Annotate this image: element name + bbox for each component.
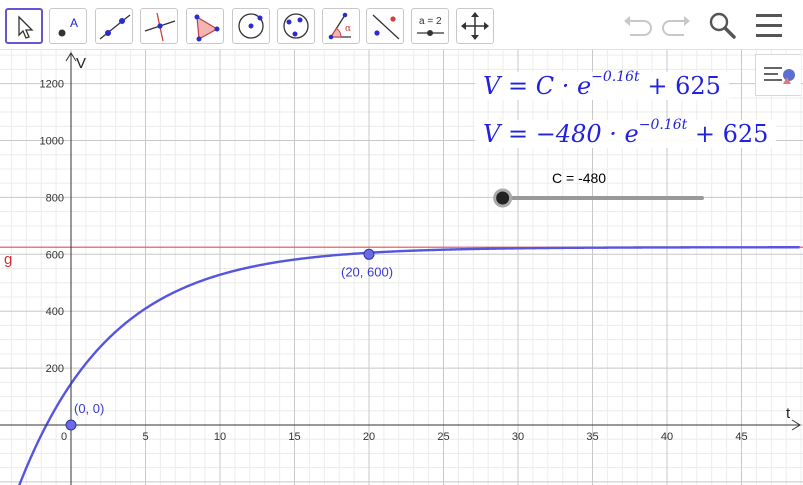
toolbar: A α a = 2 bbox=[0, 0, 803, 50]
conic-icon bbox=[283, 13, 309, 39]
slider-knob[interactable] bbox=[493, 188, 513, 208]
line-icon bbox=[99, 14, 131, 40]
equation-2[interactable]: V = −480 · e−0.16t + 625 bbox=[475, 117, 777, 148]
y-tick-label: 200 bbox=[46, 363, 64, 375]
x-tick-label: 25 bbox=[437, 431, 449, 443]
circle-icon bbox=[238, 13, 264, 39]
x-tick-label: 0 bbox=[61, 431, 67, 443]
move-graphics-tool[interactable] bbox=[456, 8, 494, 44]
undo-button[interactable] bbox=[618, 8, 658, 44]
y-axis-label: V bbox=[76, 55, 86, 72]
points: (0, 0) (20, 600) bbox=[65, 248, 393, 431]
point-1[interactable] bbox=[363, 248, 375, 260]
x-tick-label: 45 bbox=[735, 431, 747, 443]
equation-2-lhs: V = −480 · e bbox=[483, 120, 639, 148]
equation-2-exponent: −0.16t bbox=[638, 117, 688, 133]
x-tick-label: 5 bbox=[142, 431, 148, 443]
menu-button[interactable] bbox=[751, 8, 791, 44]
x-axis-label: t bbox=[786, 405, 791, 422]
perpendicular-icon bbox=[144, 12, 176, 42]
x-tick-label: 40 bbox=[661, 431, 673, 443]
search-button[interactable] bbox=[703, 8, 743, 44]
slider-tool[interactable]: a = 2 bbox=[411, 8, 449, 44]
point-label-1: (20, 600) bbox=[341, 264, 393, 279]
equation-1[interactable]: V = C · e−0.16t + 625 bbox=[475, 69, 729, 100]
x-tick-label: 20 bbox=[363, 431, 375, 443]
x-axis-arrow-icon bbox=[791, 419, 801, 431]
y-tick-label: 400 bbox=[46, 306, 64, 318]
move-arrows-icon bbox=[461, 12, 489, 40]
point-icon: A bbox=[58, 16, 78, 37]
function-curve[interactable] bbox=[11, 246, 800, 485]
graphics-view[interactable]: g t V 0 5 10 15 20 25 30 35 40 45 200 400 600 800 100… bbox=[0, 50, 803, 485]
undo-icon bbox=[624, 16, 652, 36]
angle-tool[interactable]: α bbox=[322, 8, 360, 44]
angle-icon: α bbox=[328, 12, 351, 40]
reflect-tool[interactable] bbox=[366, 8, 404, 44]
search-icon bbox=[709, 12, 736, 39]
move-tool[interactable] bbox=[5, 8, 43, 44]
slider-icon: a = 2 bbox=[417, 16, 444, 36]
reflect-icon bbox=[372, 14, 400, 40]
equation-2-rhs: + 625 bbox=[694, 120, 769, 148]
slider-tool-label: a = 2 bbox=[419, 16, 442, 27]
slider-label: C = -480 bbox=[552, 170, 607, 186]
point-tool-label: A bbox=[70, 16, 78, 30]
style-bar-toggle[interactable] bbox=[755, 54, 801, 96]
equation-1-rhs: + 625 bbox=[647, 72, 721, 100]
conic-tool[interactable] bbox=[277, 8, 315, 44]
angle-tool-label: α bbox=[345, 24, 351, 34]
redo-icon bbox=[662, 16, 690, 36]
x-tick-labels: 0 5 10 15 20 25 30 35 40 45 bbox=[61, 431, 748, 443]
x-tick-label: 30 bbox=[512, 431, 524, 443]
style-bar-icon bbox=[764, 67, 795, 84]
point-label-0: (0, 0) bbox=[74, 401, 104, 416]
x-tick-label: 10 bbox=[214, 431, 226, 443]
line-tool[interactable] bbox=[95, 8, 133, 44]
y-tick-label: 1200 bbox=[40, 79, 64, 91]
x-tick-label: 35 bbox=[586, 431, 598, 443]
minor-grid bbox=[0, 50, 803, 485]
line-g-label: g bbox=[4, 251, 12, 268]
major-grid bbox=[0, 50, 803, 485]
y-tick-label: 800 bbox=[46, 192, 64, 204]
polygon-icon bbox=[194, 14, 220, 42]
y-tick-label: 1000 bbox=[40, 136, 64, 148]
x-tick-label: 15 bbox=[288, 431, 300, 443]
point-tool[interactable]: A bbox=[49, 8, 87, 44]
equation-1-lhs: V = C · e bbox=[483, 72, 592, 100]
polygon-tool[interactable] bbox=[186, 8, 224, 44]
slider-c[interactable] bbox=[493, 188, 704, 208]
y-tick-labels: 200 400 600 800 1000 1200 bbox=[40, 79, 64, 376]
cursor-arrow-icon bbox=[18, 15, 34, 39]
point-0[interactable] bbox=[65, 419, 77, 431]
menu-icon bbox=[756, 14, 782, 37]
y-tick-label: 600 bbox=[46, 249, 64, 261]
y-axis-arrow-icon bbox=[65, 52, 77, 62]
circle-center-point-tool[interactable] bbox=[232, 8, 270, 44]
equation-1-exponent: −0.16t bbox=[591, 69, 640, 85]
perpendicular-line-tool[interactable] bbox=[140, 8, 178, 44]
redo-button[interactable] bbox=[656, 8, 696, 44]
